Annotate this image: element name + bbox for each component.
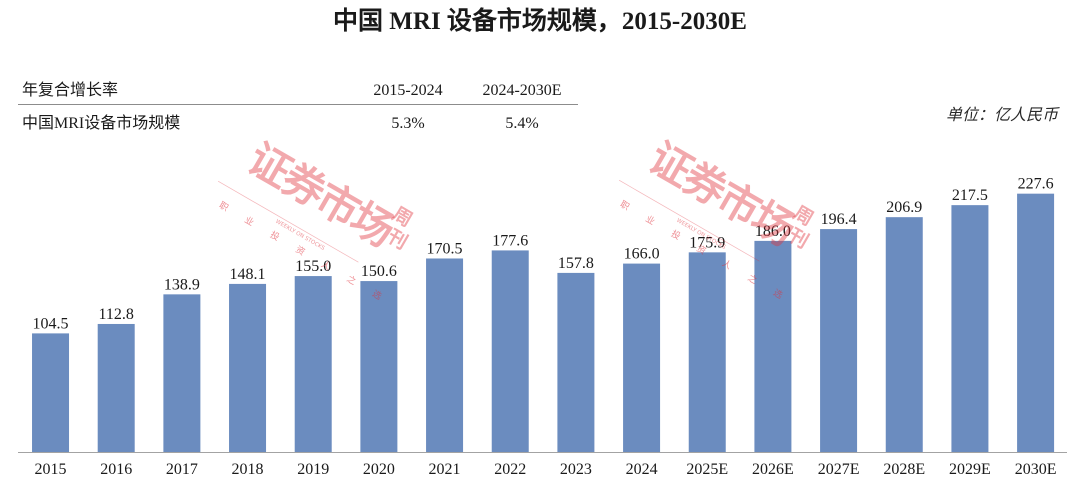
x-tick-label-2015: 2015	[35, 461, 67, 478]
x-tick-label-2016: 2016	[100, 461, 132, 478]
bar-2018	[229, 283, 267, 452]
bar-2029E	[951, 205, 989, 452]
data-label-2026E: 186.0	[755, 223, 791, 240]
chart-title: 中国 MRI 设备市场规模，2015-2030E	[333, 8, 747, 35]
data-label-2023: 157.8	[558, 255, 594, 272]
bar-2028E	[885, 217, 923, 452]
bar-2021	[426, 258, 464, 452]
cagr-header-period-1: 2015-2024	[373, 82, 443, 99]
data-label-2021: 170.5	[427, 240, 463, 257]
data-label-2025E: 175.9	[689, 234, 725, 251]
watermark-english: WEEKLY ON STOCKS	[274, 219, 326, 252]
unit-label: 单位：亿人民币	[945, 107, 1058, 124]
data-label-2029E: 217.5	[952, 187, 988, 204]
data-label-2028E: 206.9	[886, 199, 922, 216]
data-label-2027E: 196.4	[821, 211, 857, 228]
x-tick-label-2028E: 2028E	[883, 461, 925, 478]
bar-2030E	[1017, 193, 1055, 453]
bar-2026E	[754, 240, 792, 452]
watermark-rule	[217, 180, 359, 263]
watermark-brand-suffix-1: 周	[389, 203, 416, 232]
bar-2024	[623, 263, 661, 452]
data-label-2030E: 227.6	[1018, 176, 1054, 193]
cagr-header-label: 年复合增长率	[22, 82, 119, 99]
cagr-value-period-2: 5.4%	[505, 115, 539, 132]
cagr-value-period-1: 5.3%	[391, 115, 425, 132]
x-tick-label-2017: 2017	[166, 461, 198, 478]
x-tick-label-2021: 2021	[429, 461, 461, 478]
watermark-brand-suffix-1: 周	[790, 202, 817, 231]
bar-2017	[163, 294, 201, 452]
bar-series	[32, 193, 1055, 453]
data-label-2015: 104.5	[33, 315, 69, 332]
x-tick-label-2024: 2024	[626, 461, 658, 478]
bar-2019	[294, 276, 332, 452]
cagr-header-rule	[18, 104, 578, 105]
bar-2016	[97, 323, 135, 452]
x-axis-tick-labels: 2015 2016 2017 2018 2019 2020 2021 2022 2023 2024…	[35, 461, 1057, 478]
bar-2025E	[688, 252, 726, 452]
bar-2015	[32, 333, 70, 452]
data-label-2016: 112.8	[98, 306, 133, 323]
data-labels: 104.5 112.8 138.9 148.1 155.0 150.6 170.5 177.6…	[33, 176, 1054, 333]
data-label-2024: 166.0	[624, 246, 660, 263]
x-tick-label-2026E: 2026E	[752, 461, 794, 478]
x-tick-label-2020: 2020	[363, 461, 395, 478]
bar-2020	[360, 281, 398, 452]
x-tick-label-2022: 2022	[494, 461, 526, 478]
bar-2027E	[820, 229, 858, 452]
x-tick-label-2018: 2018	[232, 461, 264, 478]
cagr-row-label: 中国MRI设备市场规模	[22, 115, 181, 132]
watermark-brand: 证券市场	[239, 134, 402, 256]
bar-2023	[557, 272, 595, 452]
watermark-brand-suffix-2: 刊	[384, 225, 411, 254]
bar-2022	[491, 250, 529, 452]
data-label-2022: 177.6	[492, 232, 528, 249]
x-tick-label-2025E: 2025E	[686, 461, 728, 478]
data-label-2019: 155.0	[295, 258, 331, 275]
x-tick-label-2030E: 2030E	[1015, 461, 1057, 478]
x-tick-label-2023: 2023	[560, 461, 592, 478]
data-label-2017: 138.9	[164, 276, 200, 293]
x-tick-label-2029E: 2029E	[949, 461, 991, 478]
x-tick-label-2027E: 2027E	[818, 461, 860, 478]
x-tick-label-2019: 2019	[297, 461, 329, 478]
data-label-2020: 150.6	[361, 263, 397, 280]
data-label-2018: 148.1	[230, 266, 266, 283]
cagr-header-period-2: 2024-2030E	[482, 82, 562, 99]
